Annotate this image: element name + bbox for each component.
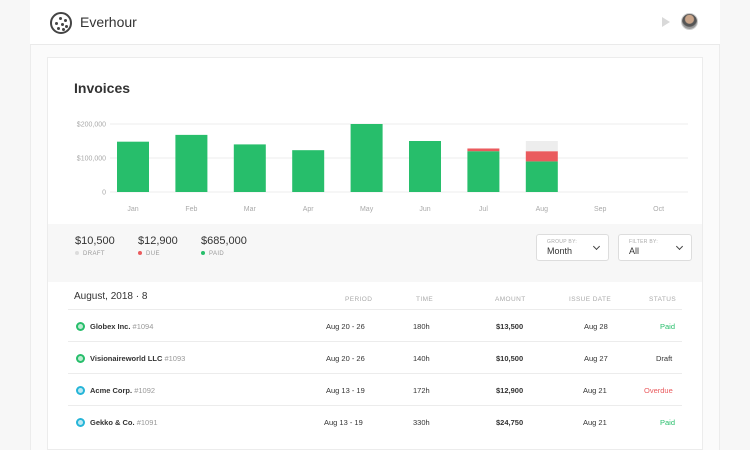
y-tick-label: 0	[102, 190, 106, 197]
status-cell: Paid	[660, 322, 676, 331]
issue-date-cell: Aug 28	[584, 322, 608, 331]
x-tick-label: Apr	[303, 206, 315, 213]
time-cell: 140h	[413, 354, 430, 363]
summary-draft-label: DRAFT	[83, 251, 105, 257]
amount-cell: $12,900	[496, 386, 524, 395]
filter-by-label: FILTER BY:	[629, 239, 659, 245]
col-issue-date: ISSUE DATE	[569, 296, 612, 303]
status-cell: Overdue	[644, 386, 673, 395]
x-tick-label: Mar	[244, 206, 257, 213]
time-cell: 172h	[413, 386, 430, 395]
client-name: Globex Inc.	[90, 322, 131, 331]
period-cell: Aug 13 - 19	[324, 418, 363, 427]
status-cell: Paid	[660, 418, 676, 427]
summary-draft: $10,500 DRAFT	[75, 235, 115, 257]
x-tick-label: Jan	[127, 206, 138, 213]
month-title: August, 2018 · 8	[74, 291, 148, 302]
invoices-card: Invoices $200,000 $100,000 0 Jan Feb Mar Apr Ma…	[47, 57, 703, 450]
bar-paid[interactable]	[525, 161, 558, 192]
x-tick-label: Jun	[419, 206, 430, 213]
issue-date-cell: Aug 27	[584, 354, 608, 363]
x-tick-label: Jul	[479, 206, 488, 213]
invoice-number: #1091	[136, 418, 158, 427]
client-icon	[76, 354, 85, 363]
table-row[interactable]: Visionaireworld LLC #1093 Aug 20 - 26 14…	[68, 341, 682, 373]
x-tick-label: Oct	[653, 206, 664, 213]
issue-date-cell: Aug 21	[583, 386, 607, 395]
chart-svg: $200,000 $100,000 0 Jan Feb Mar Apr May Jun Jul Au…	[77, 122, 688, 213]
x-tick-label: Feb	[185, 206, 197, 213]
amount-cell: $10,500	[496, 354, 524, 363]
everhour-logo-icon[interactable]	[50, 12, 72, 34]
filter-by-select[interactable]: FILTER BY: All	[618, 234, 692, 261]
invoice-number: #1094	[132, 322, 154, 331]
top-bar: Everhour	[30, 0, 720, 45]
period-cell: Aug 13 - 19	[326, 386, 365, 395]
client-icon	[76, 418, 85, 427]
col-time: TIME	[416, 296, 434, 303]
table-row[interactable]: Acme Corp. #1092 Aug 13 - 19 172h $12,90…	[68, 373, 682, 405]
avatar[interactable]	[681, 13, 698, 30]
bar-due[interactable]	[525, 151, 558, 162]
col-status: STATUS	[649, 296, 677, 303]
summary-paid-label: PAID	[209, 251, 225, 257]
client-icon	[76, 322, 85, 331]
bar-paid[interactable]	[467, 151, 500, 192]
client-name: Acme Corp.	[90, 386, 133, 395]
page-title: Invoices	[74, 80, 131, 96]
invoice-list-header: August, 2018 · 8 PERIOD TIME AMOUNT ISSU…	[48, 283, 702, 311]
bar-paid[interactable]	[117, 141, 149, 192]
time-cell: 180h	[413, 322, 430, 331]
bar-due[interactable]	[467, 148, 500, 152]
summary-due-value: $12,900	[138, 235, 178, 247]
bar-paid[interactable]	[292, 150, 325, 192]
summary-due: $12,900 DUE	[138, 235, 178, 257]
x-tick-label: May	[360, 206, 374, 213]
group-by-select[interactable]: GROUP BY: Month	[536, 234, 609, 261]
bar-paid[interactable]	[350, 124, 383, 192]
due-dot	[138, 251, 142, 256]
summary-bar: $10,500 DRAFT $12,900 DUE $685,000 PAID …	[48, 224, 702, 282]
summary-due-label: DUE	[146, 251, 160, 257]
paid-dot	[201, 251, 205, 256]
period-cell: Aug 20 - 26	[326, 322, 365, 331]
table-row[interactable]: Gekko & Co. #1091 Aug 13 - 19 330h $24,7…	[68, 405, 682, 437]
bar-draft[interactable]	[525, 141, 558, 152]
time-cell: 330h	[413, 418, 430, 427]
bar-paid[interactable]	[233, 144, 266, 192]
client-icon	[76, 386, 85, 395]
bar-paid[interactable]	[409, 141, 441, 192]
table-row[interactable]: Globex Inc. #1094 Aug 20 - 26 180h $13,5…	[68, 309, 682, 341]
y-tick-label: $200,000	[77, 122, 106, 129]
filter-by-value: All	[629, 246, 640, 256]
x-tick-label: Sep	[594, 206, 607, 213]
status-cell: Draft	[656, 354, 673, 363]
summary-paid: $685,000 PAID	[201, 235, 247, 257]
client-name: Visionaireworld LLC	[90, 354, 163, 363]
period-cell: Aug 20 - 26	[326, 354, 365, 363]
col-amount: AMOUNT	[495, 296, 526, 303]
draft-dot	[75, 251, 79, 256]
issue-date-cell: Aug 21	[583, 418, 607, 427]
bar-paid[interactable]	[175, 134, 208, 192]
group-by-label: GROUP BY:	[547, 239, 578, 245]
y-tick-label: $100,000	[77, 156, 106, 163]
invoices-chart: $200,000 $100,000 0 Jan Feb Mar Apr May Jun Jul Au…	[48, 113, 702, 283]
amount-cell: $24,750	[496, 418, 524, 427]
invoice-number: #1093	[164, 354, 186, 363]
brand-name: Everhour	[80, 14, 137, 30]
summary-draft-value: $10,500	[75, 235, 115, 247]
client-name: Gekko & Co.	[90, 418, 135, 427]
invoice-number: #1092	[134, 386, 156, 395]
col-period: PERIOD	[345, 296, 373, 303]
group-by-value: Month	[547, 246, 573, 256]
summary-paid-value: $685,000	[201, 235, 247, 247]
play-icon[interactable]	[662, 17, 670, 27]
x-tick-label: Aug	[536, 206, 549, 213]
amount-cell: $13,500	[496, 322, 524, 331]
